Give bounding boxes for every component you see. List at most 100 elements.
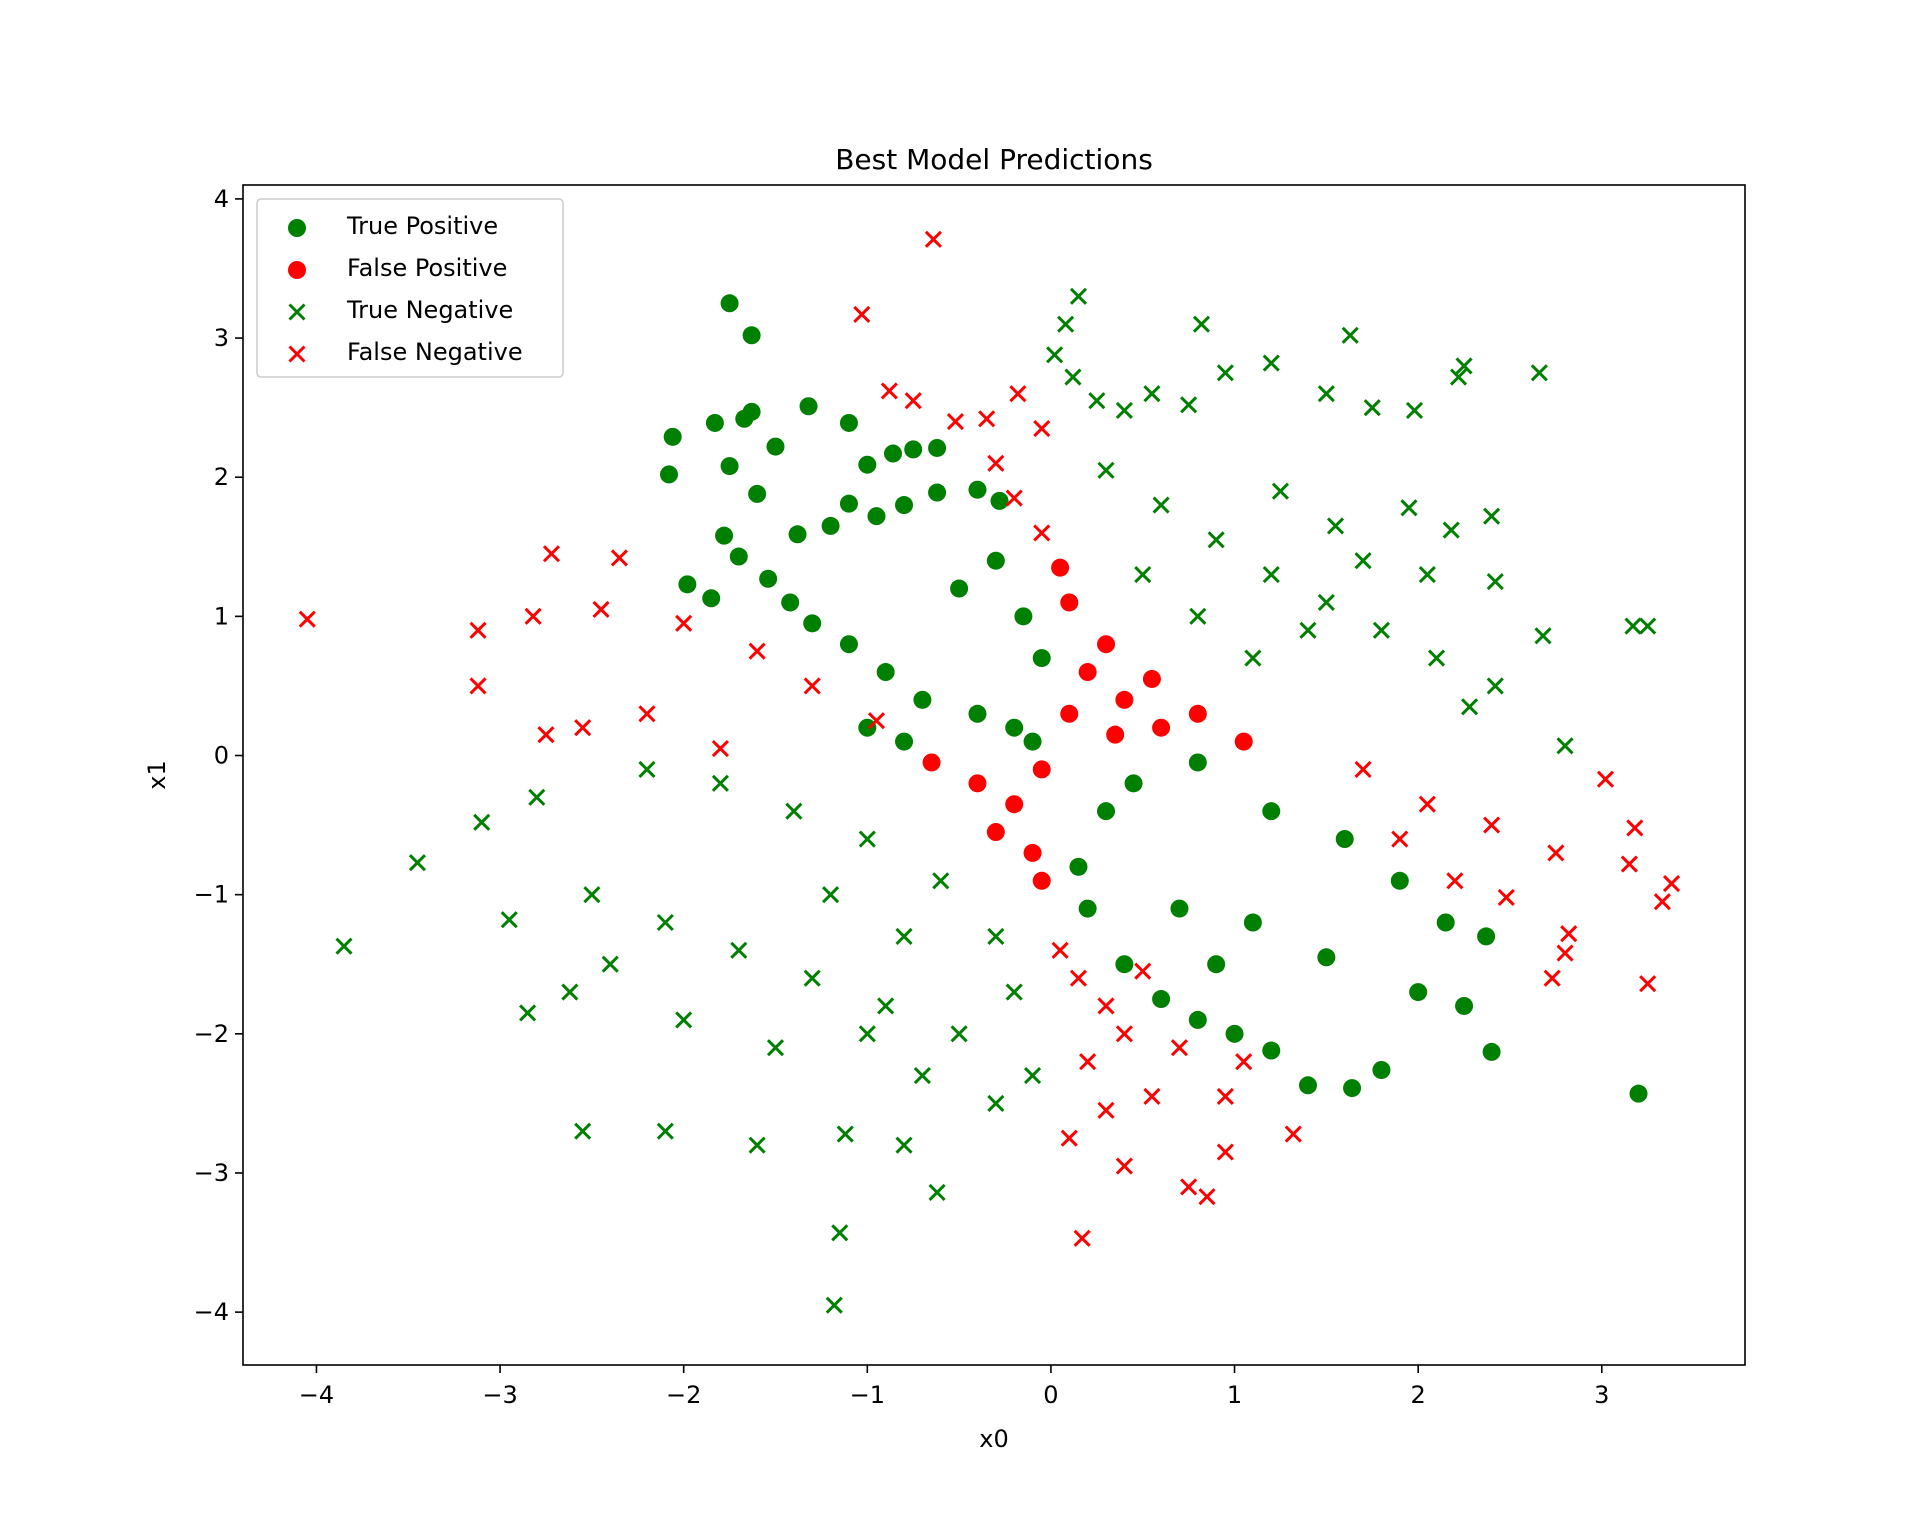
data-points — [298, 230, 1681, 1314]
false-negative-point — [1639, 975, 1657, 993]
legend-label-true-negative: True Negative — [346, 296, 513, 324]
false-negative-point — [1556, 944, 1574, 962]
true-positive-point — [748, 484, 767, 503]
false-negative-point — [1596, 770, 1615, 788]
x-tick-label: −1 — [850, 1381, 885, 1409]
true-negative-point — [1134, 566, 1152, 584]
legend-marker-false-positive — [288, 261, 306, 279]
false-positive-point — [1115, 690, 1134, 709]
false-positive-point — [1142, 669, 1161, 688]
false-negative-point — [1418, 795, 1436, 813]
false-negative-point — [1115, 1157, 1133, 1175]
false-negative-point — [1198, 1188, 1216, 1206]
false-negative-point — [1483, 816, 1501, 834]
false-negative-point — [1354, 760, 1372, 778]
false-negative-point — [1069, 969, 1088, 987]
true-positive-point — [1243, 913, 1262, 932]
y-tick-label: 0 — [214, 742, 229, 770]
false-negative-point — [1560, 925, 1578, 943]
false-negative-point — [1097, 1101, 1115, 1119]
false-negative-point — [748, 642, 766, 660]
false-positive-point — [1032, 760, 1051, 779]
true-positive-point — [659, 465, 678, 484]
false-negative-point — [1097, 997, 1115, 1015]
y-tick-label: −1 — [194, 881, 229, 909]
false-positive-point — [1234, 732, 1253, 751]
true-positive-point — [742, 326, 761, 345]
true-positive-point — [839, 635, 858, 654]
false-negative-point — [867, 712, 886, 730]
true-positive-point — [867, 507, 886, 526]
true-positive-point — [904, 440, 923, 459]
true-positive-point — [968, 480, 987, 499]
true-positive-point — [729, 547, 748, 566]
false-negative-point — [1033, 524, 1051, 542]
false-negative-point — [592, 600, 610, 618]
legend-marker-true-positive — [288, 219, 306, 237]
true-positive-point — [1188, 753, 1207, 772]
false-positive-point — [1097, 635, 1116, 654]
true-positive-point — [803, 614, 822, 633]
true-negative-point — [1046, 346, 1064, 364]
true-negative-point — [1400, 499, 1418, 517]
legend: True Positive False Positive True Negative… — [256, 198, 564, 378]
true-negative-point — [987, 927, 1005, 945]
true-positive-point — [858, 718, 877, 737]
true-negative-point — [895, 1136, 913, 1154]
true-negative-point — [803, 969, 821, 987]
false-negative-point — [1180, 1178, 1198, 1196]
false-negative-point — [1547, 844, 1565, 862]
true-negative-point — [1363, 399, 1381, 417]
legend-label-false-positive: False Positive — [347, 254, 507, 282]
true-negative-point — [1097, 461, 1115, 479]
true-positive-point — [1014, 607, 1033, 626]
true-positive-point — [1124, 774, 1143, 793]
x-tick-label: 3 — [1594, 1381, 1609, 1409]
true-positive-point — [1262, 1041, 1281, 1060]
y-axis-ticks: −4 −3 −2 −1 0 1 2 3 4 — [194, 185, 243, 1326]
false-positive-point — [1078, 663, 1097, 682]
true-negative-point — [1271, 482, 1290, 500]
true-negative-point — [1192, 315, 1211, 333]
false-negative-point — [537, 726, 555, 744]
true-negative-point — [895, 927, 913, 945]
false-negative-point — [1134, 962, 1152, 980]
true-positive-point — [1097, 802, 1116, 821]
true-negative-point — [1088, 392, 1106, 410]
true-negative-point — [1207, 531, 1225, 549]
true-negative-point — [1216, 364, 1234, 382]
false-negative-point — [1170, 1039, 1189, 1057]
true-positive-point — [928, 438, 947, 457]
false-negative-point — [1051, 941, 1069, 959]
true-positive-point — [1262, 802, 1281, 821]
true-negative-point — [408, 854, 426, 872]
true-negative-point — [1326, 517, 1345, 535]
false-negative-point — [542, 545, 561, 563]
true-negative-point — [519, 1004, 537, 1022]
true-positive-point — [895, 732, 914, 751]
y-tick-label: 2 — [214, 463, 229, 491]
x-tick-label: 1 — [1227, 1381, 1242, 1409]
y-tick-label: 3 — [214, 324, 229, 352]
true-negative-point — [1455, 357, 1473, 375]
true-negative-point — [656, 913, 674, 932]
true-positive-point — [742, 402, 761, 421]
true-negative-point — [1639, 617, 1657, 635]
true-positive-point — [705, 413, 724, 432]
true-positive-point — [895, 496, 914, 515]
false-negative-point — [1060, 1129, 1078, 1147]
true-positive-point — [1455, 996, 1474, 1015]
false-negative-point — [1620, 855, 1638, 873]
true-negative-point — [987, 1094, 1005, 1112]
true-negative-point — [858, 830, 876, 848]
true-positive-point — [986, 551, 1005, 570]
true-negative-point — [1152, 496, 1170, 514]
true-positive-point — [858, 455, 877, 474]
true-negative-point — [1486, 677, 1504, 695]
true-positive-point — [1317, 948, 1336, 967]
true-negative-point — [877, 997, 895, 1015]
false-negative-point — [1005, 489, 1023, 507]
true-negative-point — [574, 1122, 592, 1140]
true-negative-point — [1405, 401, 1424, 419]
false-negative-point — [924, 230, 942, 248]
